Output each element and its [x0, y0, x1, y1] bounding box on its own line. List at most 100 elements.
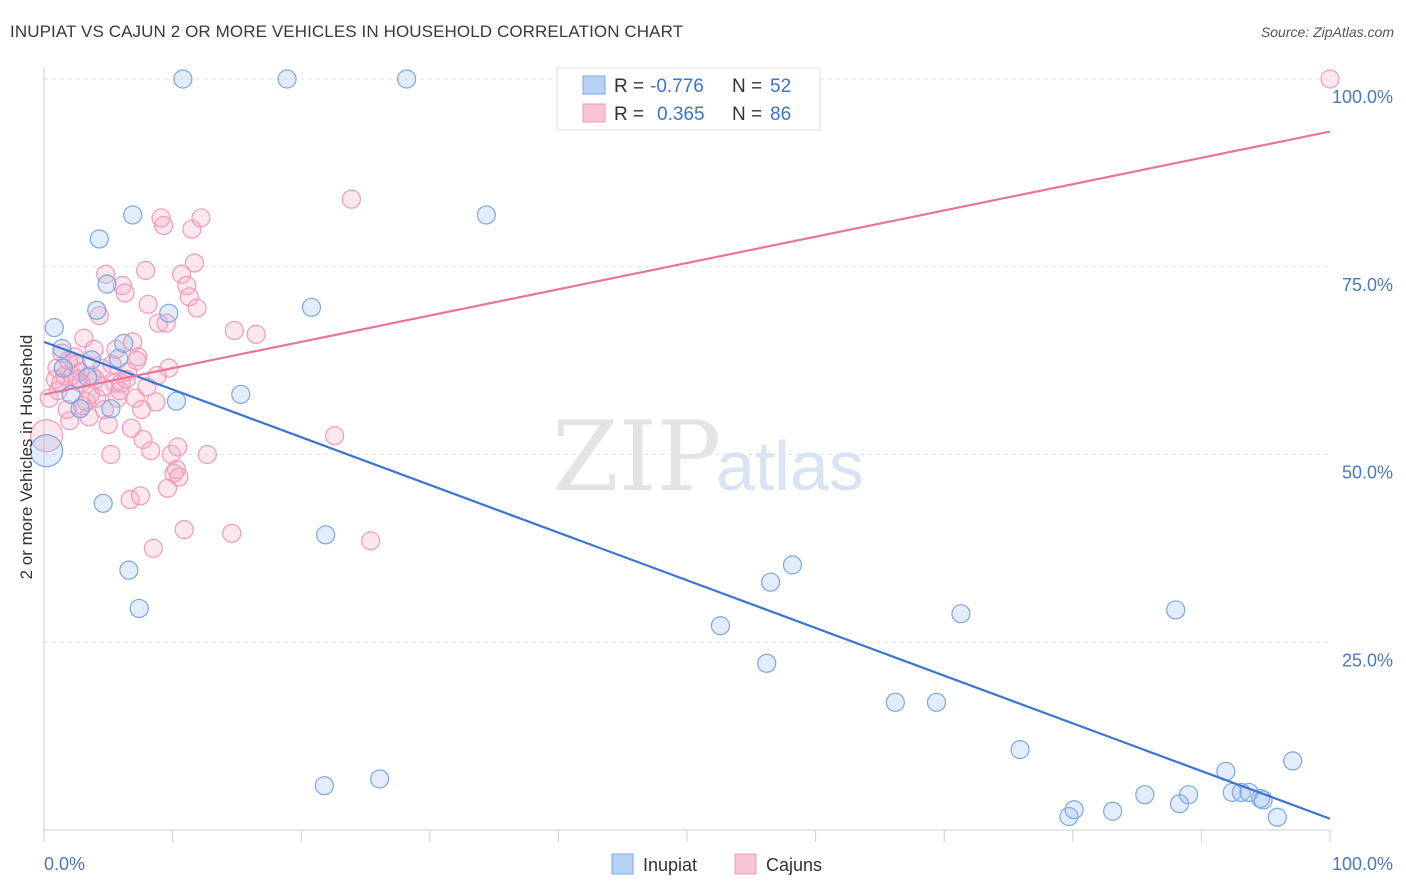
point-cajuns-18	[89, 305, 109, 326]
point-inupiat-23	[316, 525, 336, 545]
point-inupiat-0	[29, 434, 64, 468]
point-inupiat-49	[1166, 600, 1186, 620]
legend-r-label-cajuns: R =	[614, 104, 644, 125]
x-tick-label-1: 100.0%	[1332, 854, 1393, 874]
point-cajuns-66	[47, 358, 67, 378]
point-cajuns-60	[224, 320, 244, 341]
point-cajuns-43	[153, 215, 174, 236]
legend-r-label-inupiat: R =	[614, 76, 644, 97]
point-cajuns-80	[72, 396, 93, 416]
axes	[43, 68, 1331, 842]
point-inupiat-10	[101, 399, 121, 419]
point-inupiat-6	[87, 300, 107, 320]
point-inupiat-27	[710, 616, 731, 636]
trend-line-cajuns	[43, 130, 1331, 396]
legend-swatch-cajuns	[582, 103, 606, 123]
point-cajuns-4	[52, 343, 72, 363]
point-cajuns-55	[184, 253, 205, 273]
trend-lines	[43, 130, 1331, 820]
point-cajuns-37	[138, 294, 158, 314]
x-tick-label-0: 0.0%	[44, 854, 85, 874]
point-cajuns-63	[341, 189, 361, 209]
legend-r-value-inupiat: -0.776	[650, 76, 704, 97]
point-inupiat-47	[1267, 807, 1287, 827]
y-tick-label-0: 25.0%	[1342, 650, 1393, 670]
point-cajuns-32	[125, 388, 145, 408]
point-inupiat-22	[314, 776, 334, 796]
point-cajuns-27	[112, 275, 133, 296]
point-inupiat-40	[1178, 785, 1199, 805]
point-inupiat-17	[166, 391, 187, 411]
point-inupiat-20	[277, 69, 297, 89]
legend-n-value-inupiat: 52	[770, 76, 791, 97]
point-inupiat-1	[44, 317, 64, 338]
point-inupiat-12	[114, 333, 134, 353]
legend-r-value-cajuns: 0.365	[657, 104, 705, 125]
trend-line-inupiat	[43, 340, 1331, 820]
point-cajuns-48	[166, 459, 187, 480]
point-cajuns-41	[148, 313, 169, 333]
point-cajuns-64	[361, 531, 381, 551]
point-inupiat-8	[93, 493, 113, 513]
point-cajuns-61	[246, 324, 266, 344]
point-inupiat-50	[53, 358, 73, 378]
point-inupiat-36	[1064, 800, 1084, 820]
point-inupiat-24	[370, 769, 390, 789]
point-inupiat-9	[97, 274, 117, 294]
point-cajuns-42	[151, 208, 171, 228]
point-cajuns-35	[133, 429, 153, 450]
point-cajuns-39	[143, 538, 163, 558]
point-cajuns-36	[135, 260, 156, 281]
point-cajuns-20	[94, 399, 115, 420]
legend-box: R = -0.776 N = 52 R = 0.365 N = 86	[556, 67, 821, 131]
watermark-zip: ZIP	[552, 401, 721, 513]
point-cajuns-56	[187, 298, 207, 318]
y-axis-label: 2 or more Vehicles in Household	[17, 335, 36, 580]
point-inupiat-29	[760, 572, 781, 592]
point-inupiat-32	[926, 692, 947, 712]
point-cajuns-83	[121, 418, 142, 438]
point-cajuns-30	[120, 489, 140, 510]
point-cajuns-62	[325, 426, 345, 446]
point-inupiat-38	[1135, 785, 1155, 805]
y-tick-label-1: 50.0%	[1342, 463, 1393, 483]
point-cajuns-21	[96, 264, 116, 284]
point-cajuns-52	[177, 275, 197, 296]
x-tick-labels: 0.0% 100.0%	[44, 854, 1393, 874]
point-inupiat-34	[1010, 740, 1030, 760]
watermark-atlas: atlas	[716, 427, 864, 505]
point-inupiat-25	[397, 69, 417, 89]
point-cajuns-57	[191, 208, 211, 228]
point-cajuns-22	[98, 414, 118, 435]
point-inupiat-30	[782, 555, 803, 575]
point-inupiat-3	[70, 399, 90, 419]
point-inupiat-16	[159, 303, 179, 323]
bottom-legend-label-inupiat: Inupiat	[643, 855, 697, 875]
bottom-legend-label-cajuns: Cajuns	[766, 855, 822, 875]
point-cajuns-78	[157, 478, 178, 498]
point-cajuns-50	[172, 264, 192, 284]
point-inupiat-11	[108, 348, 129, 368]
point-cajuns-0	[29, 419, 64, 453]
point-inupiat-48	[1283, 751, 1303, 771]
point-cajuns-84	[132, 399, 152, 420]
point-inupiat-37	[1103, 801, 1123, 821]
y-tick-label-2: 75.0%	[1342, 275, 1393, 295]
point-cajuns-58	[197, 444, 217, 465]
point-inupiat-19	[231, 384, 251, 405]
grid-lines	[44, 78, 1330, 643]
point-inupiat-7	[89, 229, 109, 249]
legend-n-value-cajuns: 86	[770, 104, 791, 125]
point-cajuns-51	[174, 519, 194, 540]
chart-source: Source: ZipAtlas.com	[1260, 24, 1394, 40]
point-inupiat-15	[129, 598, 149, 619]
point-cajuns-23	[101, 444, 121, 465]
point-cajuns-79	[168, 437, 188, 457]
legend-swatch-inupiat	[582, 75, 606, 95]
point-cajuns-46	[161, 444, 181, 465]
point-inupiat-13	[119, 560, 139, 580]
bottom-legend-swatch-cajuns	[734, 853, 757, 875]
legend-n-label-cajuns: N =	[732, 104, 762, 125]
point-cajuns-53	[179, 287, 199, 307]
